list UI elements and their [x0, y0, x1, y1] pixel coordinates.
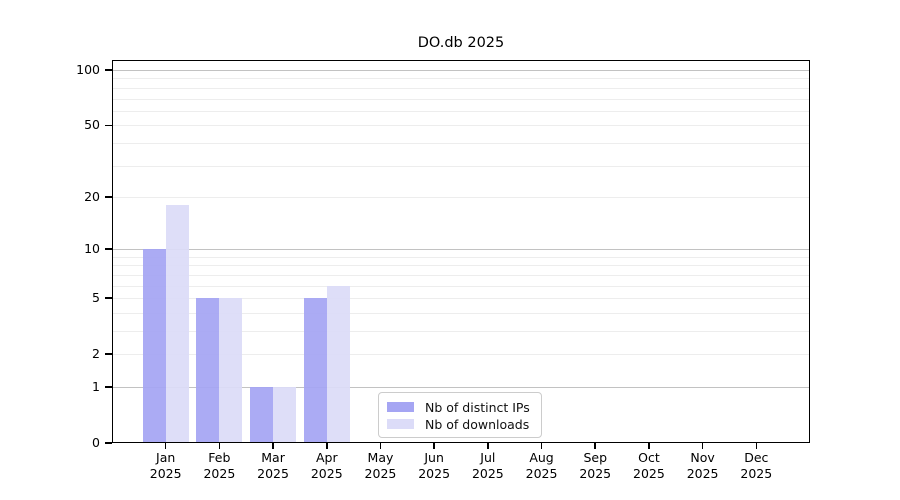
gridline-minor [112, 165, 810, 167]
gridline-minor [112, 78, 810, 80]
gridline-major [112, 70, 810, 72]
x-tick-label-jun: Jun 2025 [418, 450, 451, 481]
gridline-minor [112, 274, 810, 276]
bar-jan-downloads [165, 205, 189, 443]
gridline-minor [112, 298, 810, 300]
y-tick-label: 100 [76, 62, 100, 78]
gridline-minor [112, 354, 810, 356]
y-tick-label: 5 [92, 290, 100, 306]
x-tick-label-dec: Dec 2025 [740, 450, 773, 481]
x-tick-label-nov: Nov 2025 [686, 450, 719, 481]
gridline-major [112, 386, 810, 388]
y-tick-mark [105, 248, 112, 250]
legend-label: Nb of distinct IPs [425, 399, 530, 415]
x-tick-mark [540, 443, 543, 449]
gridline-minor [112, 285, 810, 287]
bar-apr-ips [303, 298, 327, 443]
y-tick-label: 50 [84, 117, 100, 133]
x-tick-label-jul: Jul 2025 [471, 450, 504, 481]
x-tick-mark [272, 443, 274, 449]
y-tick-label: 2 [92, 346, 100, 362]
x-tick-label-aug: Aug 2025 [525, 450, 558, 481]
x-tick-label-sep: Sep 2025 [579, 450, 612, 481]
y-tick-mark [105, 297, 112, 299]
gridline-minor [112, 256, 810, 258]
gridline-minor [112, 110, 810, 112]
legend-label: Nb of downloads [425, 416, 530, 432]
legend-swatch-icon [387, 419, 414, 429]
bar-mar-ips [250, 386, 274, 443]
chart-title: DO.db 2025 [417, 35, 505, 51]
y-tick-label: 1 [92, 378, 100, 394]
legend: Nb of distinct IPs Nb of downloads [378, 392, 542, 438]
x-tick-mark [648, 443, 650, 449]
legend-row: Nb of distinct IPs [387, 399, 532, 415]
x-tick-mark [379, 443, 382, 449]
gridline-minor [112, 196, 810, 198]
x-tick-mark [701, 443, 704, 449]
y-tick-mark [105, 69, 112, 71]
bar-feb-ips [196, 298, 220, 443]
y-tick-mark [105, 196, 112, 198]
bar-jan-ips [142, 249, 166, 443]
y-tick-label: 20 [84, 188, 100, 204]
gridline-minor [112, 312, 810, 314]
x-tick-label-apr: Apr 2025 [310, 450, 343, 481]
x-tick-mark [164, 443, 167, 449]
x-tick-label-may: May 2025 [364, 450, 397, 481]
x-tick-mark [755, 443, 758, 449]
y-tick-mark [105, 124, 112, 127]
gridline-minor [112, 330, 810, 332]
gridline-minor [112, 87, 810, 89]
x-tick-label-feb: Feb 2025 [203, 450, 236, 481]
legend-row: Nb of downloads [387, 416, 532, 432]
y-tick-label: 0 [92, 435, 100, 450]
x-tick-label-oct: Oct 2025 [633, 450, 665, 481]
gridline-minor [112, 265, 810, 267]
y-tick-mark [105, 386, 112, 388]
x-tick-mark [218, 443, 221, 449]
x-tick-mark [326, 443, 328, 449]
x-tick-mark [487, 443, 489, 449]
y-tick-mark [105, 442, 112, 444]
x-tick-label-mar: Mar 2025 [257, 450, 289, 481]
x-tick-mark [594, 443, 596, 449]
gridline-minor [112, 98, 810, 100]
y-tick-mark [105, 353, 112, 355]
bar-mar-downloads [273, 386, 297, 443]
bar-feb-downloads [219, 298, 243, 443]
x-tick-label-jan: Jan 2025 [149, 450, 182, 481]
x-tick-mark [433, 443, 435, 449]
bar-apr-downloads [326, 285, 350, 443]
gridline-minor [112, 125, 810, 127]
legend-swatch-icon [387, 402, 414, 412]
gridline-major [112, 249, 810, 251]
gridline-minor [112, 142, 810, 144]
y-tick-label: 10 [84, 241, 100, 257]
